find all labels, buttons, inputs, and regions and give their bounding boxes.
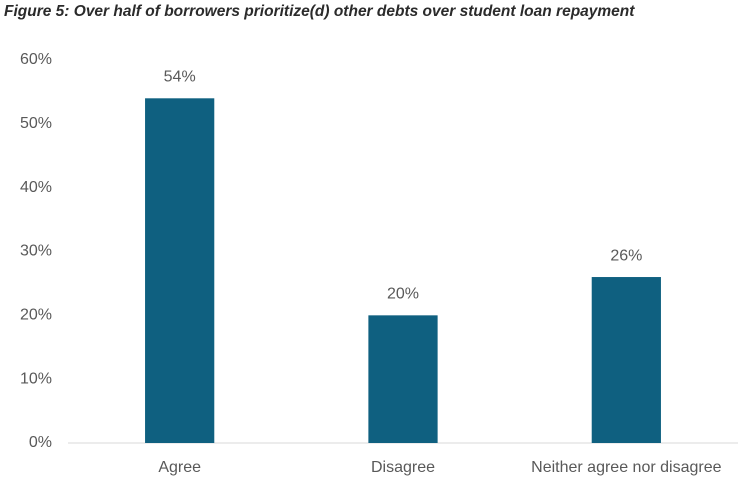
x-tick-label: Neither agree nor disagree [531, 459, 721, 476]
y-tick-label: 20% [20, 307, 52, 324]
chart-title: Figure 5: Over half of borrowers priorit… [4, 3, 635, 20]
y-tick-label: 30% [20, 243, 52, 260]
y-tick-label: 50% [20, 115, 52, 132]
y-tick-label: 10% [20, 370, 52, 387]
bar [368, 315, 438, 443]
y-tick-label: 0% [29, 434, 52, 451]
y-tick-label: 60% [20, 51, 52, 68]
data-label: 54% [164, 69, 196, 86]
x-tick-label: Agree [158, 459, 201, 476]
bar [591, 277, 661, 443]
bar [145, 98, 215, 444]
x-tick-label: Disagree [371, 459, 435, 476]
data-label: 20% [387, 286, 419, 303]
data-label: 26% [610, 247, 642, 264]
y-tick-label: 40% [20, 179, 52, 196]
